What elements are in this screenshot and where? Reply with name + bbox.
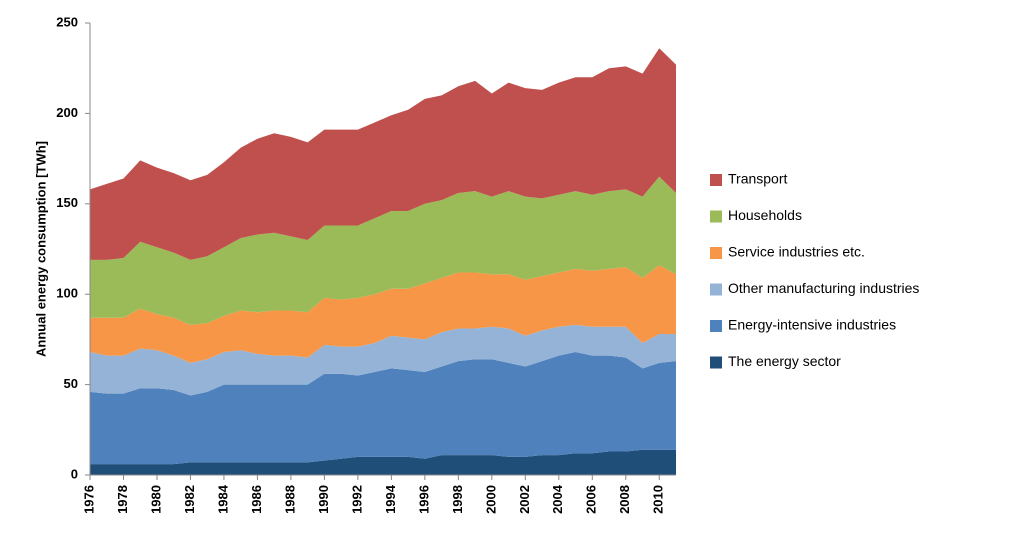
legend-label: Other manufacturing industries [728,280,919,296]
y-tick-label: 250 [56,14,78,29]
y-tick-label: 100 [56,286,78,301]
x-tick-label: 1976 [81,485,96,514]
y-tick-label: 0 [71,466,78,481]
legend-swatch [710,320,722,332]
area [90,265,676,363]
area [90,449,676,475]
legend-label: Energy-intensive industries [728,317,896,333]
x-tick-label: 1988 [282,485,297,514]
x-tick-label: 2010 [651,485,666,514]
x-tick-label: 1982 [182,485,197,514]
legend-label: The energy sector [728,353,841,369]
x-tick-label: 1992 [349,485,364,514]
legend-label: Households [728,207,802,223]
legend-swatch [710,210,722,223]
x-tick-label: 1998 [450,485,465,514]
x-tick-label: 2004 [550,484,565,514]
legend-swatch [710,247,722,259]
x-tick-label: 1980 [148,485,163,514]
x-tick-label: 2008 [617,485,632,514]
legend-label: Transport [728,171,788,187]
x-tick-label: 2002 [517,485,532,514]
x-tick-label: 2006 [584,485,599,514]
legend-swatch [710,356,722,369]
x-tick-label: 1978 [115,485,130,514]
x-tick-label: 1984 [215,484,230,514]
x-tick-label: 1994 [383,484,398,514]
x-tick-label: 1996 [416,485,431,514]
y-tick-label: 150 [56,195,78,210]
area [90,176,676,325]
y-tick-label: 50 [64,376,78,391]
legend-swatch [710,283,722,296]
x-tick-label: 1986 [249,485,264,514]
x-tick-label: 1990 [316,485,331,514]
x-tick-label: 2000 [483,485,498,514]
legend-swatch [710,174,722,186]
legend-label: Service industries etc. [728,244,865,260]
area [90,324,676,396]
area [90,352,676,465]
y-axis-label: Annual energy consumption [TWh] [33,141,48,357]
y-tick-label: 200 [56,105,78,120]
area [90,48,676,260]
